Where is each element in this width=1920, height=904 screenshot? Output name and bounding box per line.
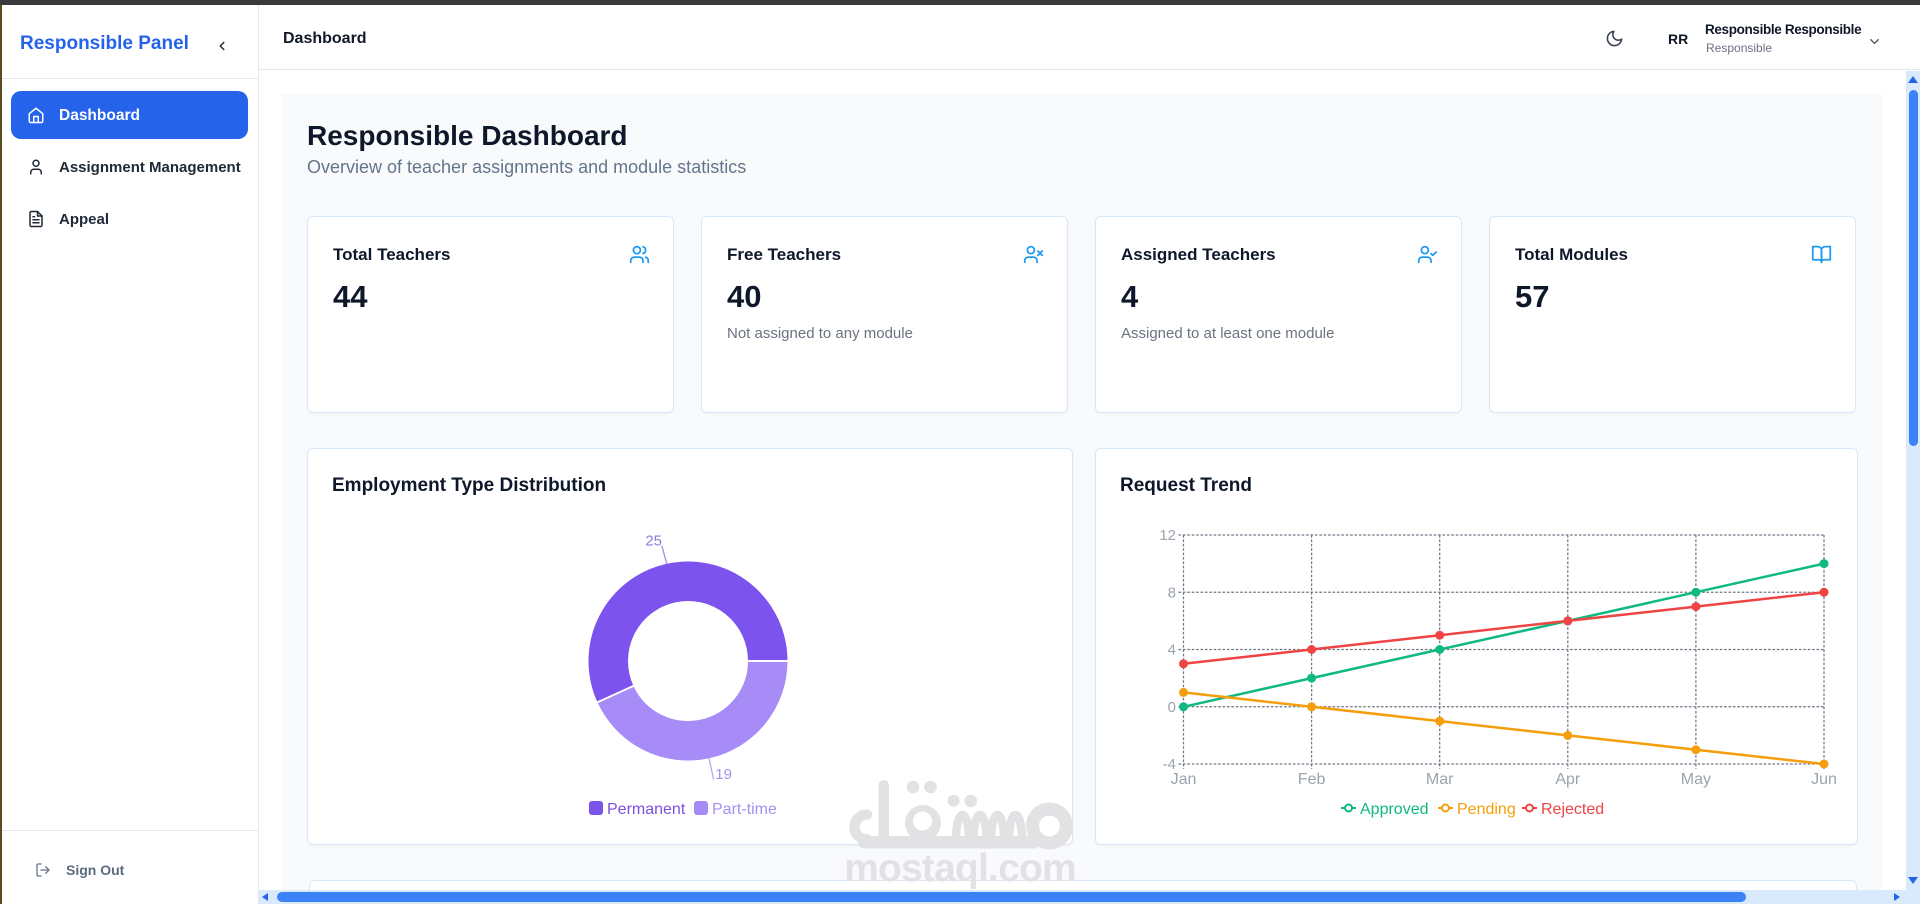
svg-text:25: 25 (645, 533, 662, 550)
svg-text:Jan: Jan (1171, 771, 1197, 788)
svg-text:Approved: Approved (1360, 801, 1429, 818)
svg-text:Jun: Jun (1811, 771, 1837, 788)
svg-text:8: 8 (1168, 584, 1176, 601)
svg-text:Part-time: Part-time (712, 801, 777, 818)
svg-text:12: 12 (1159, 527, 1176, 544)
svg-text:Mar: Mar (1426, 771, 1454, 788)
svg-text:Permanent: Permanent (607, 801, 686, 818)
svg-text:Pending: Pending (1457, 801, 1516, 818)
svg-text:Feb: Feb (1298, 771, 1326, 788)
svg-text:May: May (1681, 771, 1711, 788)
svg-text:Apr: Apr (1555, 771, 1581, 788)
svg-text:-4: -4 (1163, 756, 1176, 773)
svg-text:0: 0 (1168, 699, 1176, 716)
svg-text:Rejected: Rejected (1541, 801, 1604, 818)
svg-text:4: 4 (1168, 642, 1176, 659)
svg-text:19: 19 (715, 766, 732, 783)
